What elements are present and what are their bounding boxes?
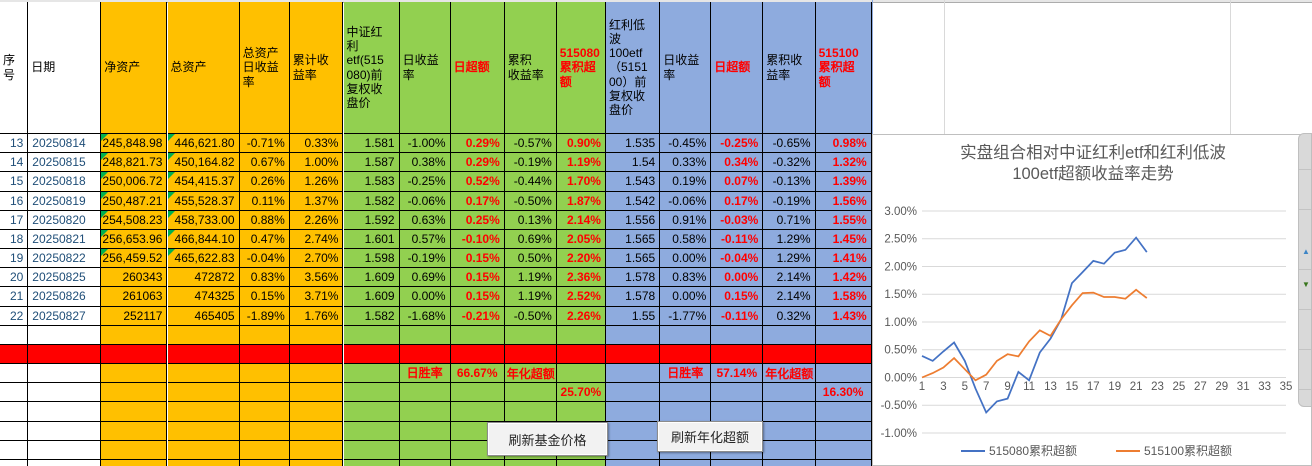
svg-text:3: 3 [940, 381, 946, 393]
svg-text:2.50%: 2.50% [884, 234, 917, 246]
svg-text:15: 15 [1066, 381, 1079, 393]
svg-text:-1.00%: -1.00% [881, 428, 917, 440]
svg-text:21: 21 [1130, 381, 1143, 393]
svg-text:2.00%: 2.00% [884, 262, 917, 274]
svg-text:0.00%: 0.00% [884, 373, 917, 385]
svg-text:1: 1 [919, 381, 925, 393]
svg-text:1.00%: 1.00% [884, 317, 917, 329]
svg-text:3.00%: 3.00% [884, 206, 917, 218]
svg-text:515080累积超额: 515080累积超额 [989, 443, 1077, 458]
svg-text:13: 13 [1044, 381, 1057, 393]
svg-text:29: 29 [1215, 381, 1228, 393]
svg-text:1.50%: 1.50% [884, 289, 917, 301]
svg-text:7: 7 [983, 381, 989, 393]
svg-text:31: 31 [1237, 381, 1250, 393]
svg-text:11: 11 [1023, 381, 1035, 393]
svg-text:-0.50%: -0.50% [881, 400, 917, 412]
svg-text:19: 19 [1108, 381, 1121, 393]
svg-text:100etf超额收益率走势: 100etf超额收益率走势 [1012, 164, 1173, 183]
svg-text:实盘组合相对中证红利etf和红利低波: 实盘组合相对中证红利etf和红利低波 [960, 143, 1226, 162]
svg-text:515100累积超额: 515100累积超额 [1144, 443, 1232, 458]
svg-text:33: 33 [1258, 381, 1271, 393]
svg-text:0.50%: 0.50% [884, 345, 917, 357]
svg-text:25: 25 [1173, 381, 1186, 393]
svg-text:23: 23 [1151, 381, 1164, 393]
svg-text:17: 17 [1087, 381, 1100, 393]
svg-text:35: 35 [1280, 381, 1293, 393]
svg-text:5: 5 [962, 381, 968, 393]
svg-text:27: 27 [1194, 381, 1207, 393]
